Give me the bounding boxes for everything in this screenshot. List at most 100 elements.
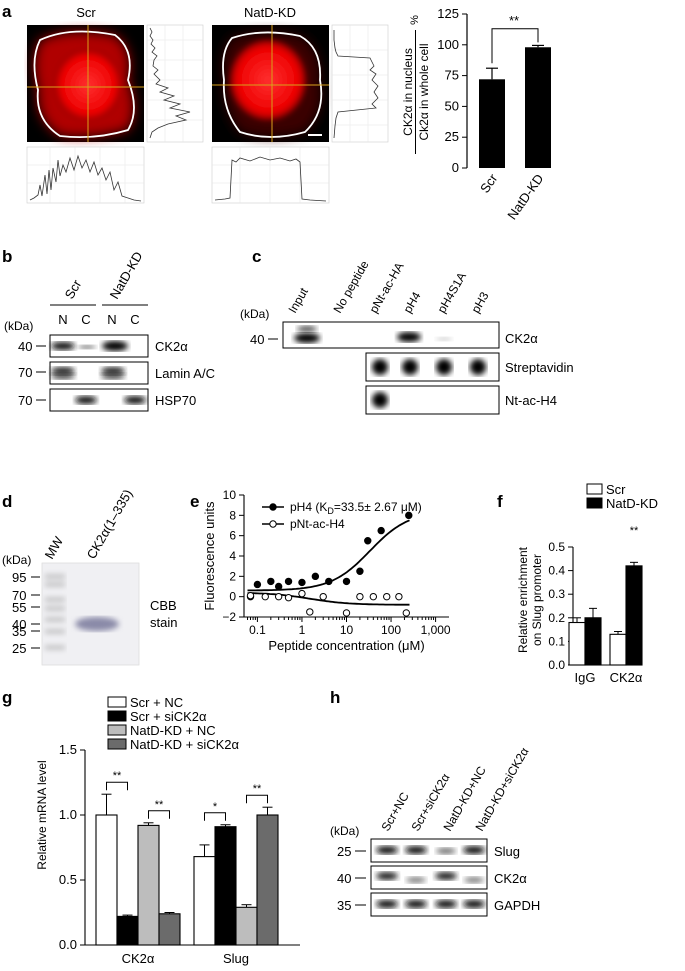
blot-c-kda: (kDa) <box>240 307 269 321</box>
blot-h-band-ck2a: CK2α <box>494 871 527 886</box>
chart-f-legend-label: NatD-KD <box>606 496 658 511</box>
chart-g-ytick-label: 1.0 <box>59 807 77 822</box>
chart-a-bar <box>479 79 505 168</box>
chart-e-fit-curve <box>247 592 410 606</box>
chart-f-category-label: IgG <box>575 670 596 685</box>
blot-c-band-ck2a: CK2α <box>505 331 538 346</box>
chart-g-ytick-label: 0.5 <box>59 872 77 887</box>
chart-f-ylabel-line1: Relative enrichment <box>516 546 530 653</box>
gel-d-marker-40: 40 <box>12 617 26 632</box>
panel-label-g: g <box>2 688 12 707</box>
blot-c-lane-4: pH4 <box>400 289 423 315</box>
chart-e-point <box>298 589 306 598</box>
blot-b-group-scr: Scr <box>62 277 85 302</box>
chart-e-ytick-label: −2 <box>222 610 236 624</box>
chart-e-point <box>261 592 269 601</box>
chart-g-legend-swatch <box>107 738 127 750</box>
chart-e-ytick-label: 0 <box>229 590 236 604</box>
blot-c-band-streptavidin: Streptavidin <box>505 360 574 375</box>
chart-e-legend-marker <box>269 520 277 528</box>
gel-d-marker-25: 25 <box>12 641 26 656</box>
chart-e-point <box>274 592 283 601</box>
chart-a-category-label: Scr <box>477 171 501 196</box>
panel-label-e: e <box>190 492 199 511</box>
blot-b-marker-1: 40 <box>18 339 32 354</box>
gel-d-lane-mw: MW <box>42 533 67 561</box>
chart-e-point <box>342 609 351 617</box>
panel-f-chip-bar-chart: 0.0 0.1 0.2 0.3 0.4 0.5 Relative enrichment on … <box>516 482 658 685</box>
chart-e-legend-marker <box>269 503 277 511</box>
blot-b-lane-4: C <box>130 312 139 327</box>
panel-label-c: c <box>252 247 261 266</box>
chart-a-ytick-label: 100 <box>437 37 459 52</box>
chart-e-ytick-label: 10 <box>223 488 237 502</box>
chart-g-ytick-label: 0.0 <box>59 937 77 952</box>
chart-f-legend-swatch <box>586 483 603 495</box>
gel-d-marker-70: 70 <box>12 588 26 603</box>
chart-g-sig-bracket <box>106 781 128 791</box>
panel-a-microscopy: Scr NatD-KD <box>26 5 389 204</box>
chart-e-point <box>246 591 255 600</box>
gel-d-marker-95: 95 <box>12 570 26 585</box>
chart-e-point <box>325 577 333 586</box>
chart-e-point <box>319 592 327 601</box>
image-label-natd-kd: NatD-KD <box>244 5 296 20</box>
chart-g-legend-label: NatD-KD + NC <box>130 723 216 738</box>
chart-g-bar <box>193 856 216 946</box>
chart-f-ytick-label: 0.3 <box>548 587 565 601</box>
chart-f-ylabel-line2: on Slug promoter <box>530 554 544 646</box>
chart-g-significance: ** <box>155 799 164 811</box>
blot-h-marker-35: 35 <box>337 898 351 913</box>
chart-e-xlabel: Peptide concentration (μM) <box>268 638 424 653</box>
panel-h-western-blot: Scr+NC Scr+siCK2α NatD-KD+NC NatD-KD+siC… <box>330 745 540 917</box>
chart-f-significance: ** <box>630 525 639 537</box>
gel-d-image <box>41 562 140 666</box>
blot-c-band-nt-ac-h4: Nt-ac-H4 <box>505 393 557 408</box>
chart-g-legend-swatch <box>107 724 127 736</box>
chart-e-point <box>395 592 403 601</box>
chart-a-significance: ** <box>509 13 519 28</box>
chart-e-point <box>306 608 314 616</box>
panel-label-f: f <box>497 492 503 511</box>
chart-f-bar <box>625 565 643 666</box>
chart-f-legend-label: Scr <box>606 482 626 497</box>
scr-horizontal-profile <box>26 146 145 204</box>
chart-a-bar <box>525 47 551 168</box>
natd-kd-cell-image <box>212 25 329 142</box>
chart-f-bar <box>584 617 602 666</box>
chart-g-category-label: Slug <box>223 951 249 966</box>
chart-e-ytick-label: 8 <box>229 508 236 522</box>
chart-a-ylabel-numerator: CK2α in nucleus <box>401 48 415 136</box>
chart-e-point <box>311 572 320 581</box>
chart-a-ytick-label: 75 <box>445 68 459 83</box>
gel-d-stain-line1: CBB <box>150 598 177 613</box>
chart-g-bar <box>137 824 160 946</box>
blot-c-lane-1: Input <box>285 285 311 316</box>
blot-h-lane-4: NatD-KD+siCK2α <box>472 745 531 833</box>
natd-kd-horizontal-profile <box>211 146 330 204</box>
blot-c-lane-6: pH3 <box>468 289 491 315</box>
chart-e-point <box>369 592 378 601</box>
chart-a-ytick-label: 125 <box>437 6 459 21</box>
chart-g-legend-label: Scr + NC <box>130 695 183 710</box>
chart-f-category-label: CK2α <box>610 670 643 685</box>
chart-g-ylabel: Relative mRNA level <box>35 760 49 869</box>
chart-e-xtick-label: 1 <box>299 623 306 637</box>
chart-e-point <box>284 593 293 602</box>
chart-g-bar <box>95 814 118 946</box>
chart-f-ytick-label: 0.4 <box>548 564 565 578</box>
chart-g-category-label: CK2α <box>122 951 155 966</box>
chart-a-ytick-label: 25 <box>445 129 459 144</box>
panel-label-h: h <box>330 688 340 707</box>
chart-e-point <box>402 609 410 617</box>
blot-h-lane-1: Scr+NC <box>378 790 411 834</box>
blot-c-lane-5: pH4S1A <box>434 270 468 316</box>
panel-a-bar-chart: CK2α in nucleus Ck2α in whole cell % ** … <box>401 6 551 222</box>
gel-d-kda: (kDa) <box>2 553 31 567</box>
chart-g-bar <box>235 906 258 946</box>
chart-g-legend-swatch <box>107 710 127 722</box>
chart-e-xtick-label: 0.1 <box>249 623 266 637</box>
chart-g-bar <box>116 915 139 946</box>
chart-e-point <box>356 567 364 575</box>
